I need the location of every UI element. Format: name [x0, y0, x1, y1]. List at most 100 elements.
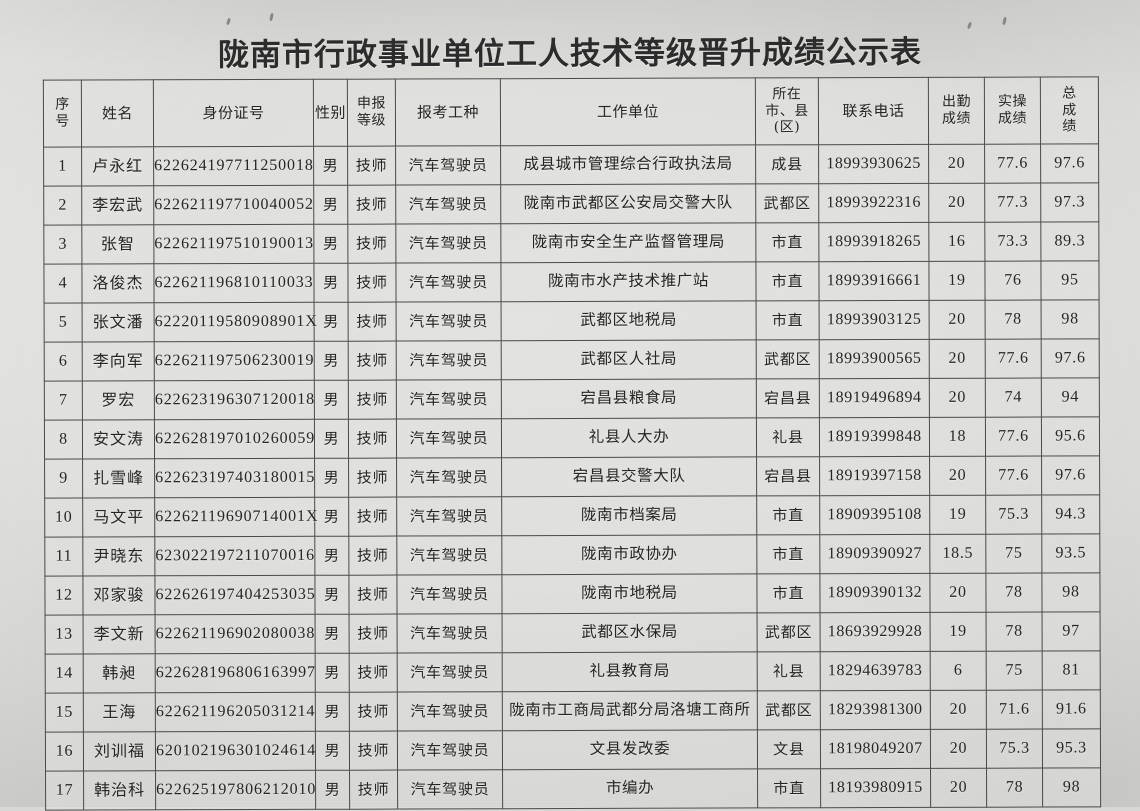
column-header-line: 性别	[314, 103, 346, 122]
cell-att: 20	[929, 300, 986, 340]
cell-name: 马文平	[82, 497, 155, 538]
table-body: 1 卢永红 622624197711250018 男技师 汽车驾驶员 成县城市管理综合行政…	[43, 143, 1101, 811]
cell-job: 汽车驾驶员	[395, 184, 501, 225]
cell-job: 汽车驾驶员	[396, 340, 502, 381]
column-header-unit: 工作单位	[500, 77, 756, 146]
cell-sex: 男	[315, 770, 350, 810]
cell-prac: 78	[985, 300, 1042, 340]
cell-total: 95.6	[1041, 416, 1100, 457]
column-header-id: 身份证号	[153, 79, 314, 147]
cell-sex: 男	[315, 614, 350, 654]
cell-region: 武都区	[756, 339, 820, 379]
cell-name: 王海	[83, 692, 156, 733]
cell-name: 韩昶	[83, 653, 156, 694]
table-header: 序号姓名 身份证号 性别 申报 等级 报考工种 工作单位 所在 市、县 (区) 联系电话 出勤 成绩 实操…	[43, 76, 1099, 148]
cell-seq: 11	[44, 537, 83, 577]
cell-level: 技师	[347, 224, 396, 264]
cell-sex: 男	[315, 692, 350, 732]
column-header-seq: 序号	[43, 80, 82, 148]
cell-sex: 男	[314, 458, 349, 498]
cell-seq: 2	[43, 186, 82, 226]
cell-sex: 男	[313, 224, 348, 264]
cell-job: 汽车驾驶员	[396, 574, 503, 615]
cell-unit: 市编办	[502, 768, 758, 809]
cell-sex: 男	[314, 575, 350, 615]
cell-sex: 男	[314, 302, 349, 342]
column-header-job: 报考工种	[395, 78, 501, 147]
cell-id: 622621196810110033	[153, 263, 315, 303]
cell-id: 623022197211070016	[154, 536, 315, 576]
cell-phone: 18193980915	[820, 768, 931, 808]
cell-unit: 陇南市安全生产监督管理局	[500, 222, 756, 263]
cell-prac: 78	[985, 573, 1043, 613]
cell-unit: 成县城市管理综合行政执法局	[500, 144, 756, 185]
cell-job: 汽车驾驶员	[397, 691, 503, 732]
table-row: 6 李向军 622621197506230019 男技师 汽车驾驶员 武都区人社局 武都区 1…	[44, 338, 1100, 382]
column-header-line: 总	[1062, 85, 1077, 102]
column-header-att: 出勤 成绩	[928, 77, 985, 145]
cell-att: 20	[929, 339, 986, 379]
cell-phone: 18909395108	[819, 495, 930, 535]
cell-sex: 男	[314, 497, 349, 537]
cell-region: 市直	[755, 222, 819, 262]
results-table-container: 序号姓名 身份证号 性别 申报 等级 报考工种 工作单位 所在 市、县 (区) 联系电话 出勤 成绩 实操…	[42, 76, 1102, 811]
column-header-line: 工作单位	[596, 102, 659, 121]
table-row: 15 王海 622621196205031214 男技师 汽车驾驶员 陇南市工商局武都分局…	[45, 689, 1101, 733]
cell-job: 汽车驾驶员	[397, 769, 503, 810]
column-header-sex: 性别	[313, 79, 348, 147]
paper-speck	[269, 12, 274, 22]
table-row: 1 卢永红 622624197711250018 男技师 汽车驾驶员 成县城市管理综合行政…	[43, 143, 1099, 187]
cell-name: 李文新	[83, 614, 156, 655]
cell-seq: 16	[45, 732, 84, 772]
column-header-line: 绩	[1062, 118, 1077, 135]
cell-phone: 18993903125	[819, 300, 930, 340]
cell-prac: 75	[985, 534, 1042, 574]
cell-phone: 18198049207	[820, 729, 931, 769]
cell-id: 620102196301024614	[155, 731, 316, 771]
cell-seq: 4	[43, 264, 83, 304]
cell-sex: 男	[314, 380, 349, 420]
table-row: 3 张智 622621197510190013 男技师 汽车驾驶员 陇南市安全生产监督管理…	[43, 221, 1099, 265]
cell-att: 20	[930, 768, 987, 808]
cell-id: 622626197404253035	[154, 575, 316, 615]
cell-total: 98	[1041, 299, 1100, 340]
cell-phone: 18294639783	[820, 651, 931, 691]
column-header-line: 成绩	[941, 110, 972, 127]
column-header-line: 姓名	[101, 103, 133, 123]
paper-speck	[225, 17, 232, 26]
column-header-phone: 联系电话	[818, 77, 929, 145]
cell-name: 张智	[81, 224, 154, 265]
cell-level: 技师	[348, 341, 397, 381]
cell-name: 扎雪峰	[82, 458, 155, 499]
cell-seq: 9	[44, 459, 83, 499]
cell-region: 礼县	[756, 417, 820, 457]
cell-name: 李宏武	[81, 185, 154, 226]
cell-unit: 陇南市档案局	[501, 495, 757, 536]
column-header-region: 所在 市、县 (区)	[755, 77, 819, 145]
cell-id: 622621196902080038	[155, 614, 315, 654]
cell-name: 张文潘	[82, 302, 155, 343]
cell-level: 技师	[347, 263, 397, 303]
column-header-line: 联系电话	[842, 101, 905, 120]
cell-region: 武都区	[757, 612, 821, 652]
cell-prac: 71.6	[986, 690, 1043, 730]
cell-seq: 12	[44, 576, 84, 616]
cell-phone: 18993900565	[819, 339, 930, 379]
cell-att: 20	[928, 144, 985, 184]
cell-seq: 7	[44, 381, 83, 421]
cell-phone: 18993930625	[818, 144, 929, 184]
cell-total: 97.3	[1040, 182, 1099, 223]
cell-job: 汽车驾驶员	[395, 262, 502, 303]
cell-total: 91.6	[1042, 689, 1101, 730]
cell-att: 20	[928, 183, 985, 223]
cell-name: 邓家骏	[82, 575, 156, 616]
cell-unit: 武都区水保局	[502, 612, 758, 653]
cell-seq: 17	[45, 771, 84, 811]
cell-id: 622628197010260059	[154, 419, 315, 459]
cell-prac: 77.6	[985, 456, 1042, 496]
results-table: 序号姓名 身份证号 性别 申报 等级 报考工种 工作单位 所在 市、县 (区) 联系电话 出勤 成绩 实操…	[42, 76, 1102, 811]
cell-total: 95	[1040, 260, 1100, 301]
cell-region: 宕昌县	[756, 378, 820, 418]
cell-total: 81	[1042, 650, 1101, 691]
